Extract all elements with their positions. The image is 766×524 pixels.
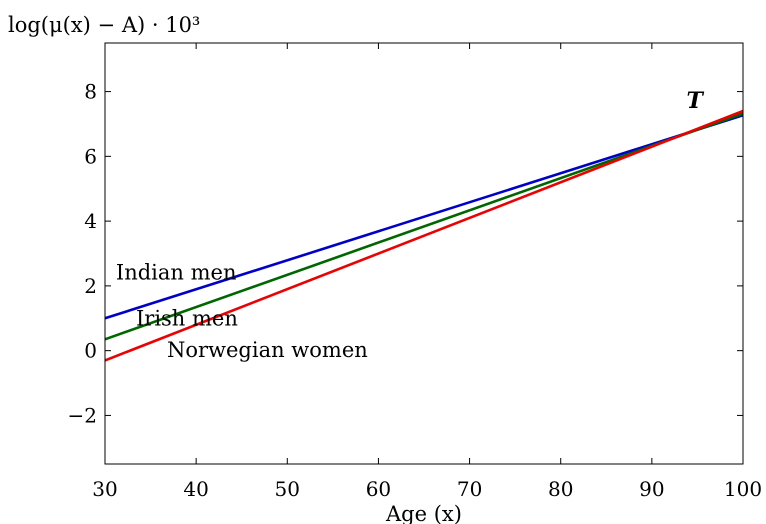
- x-tick-label-2: 50: [275, 477, 300, 501]
- x-axis-label: Age (x): [385, 502, 462, 524]
- x-tick-label-5: 80: [548, 477, 573, 501]
- series-layer: [104, 109, 744, 362]
- annotation-1: Irish men: [136, 306, 238, 330]
- x-tick-label-7: 100: [724, 477, 762, 501]
- annotation-3: T: [686, 88, 704, 114]
- y-tick-label-5: 8: [84, 80, 97, 104]
- series-line-2: [104, 109, 744, 362]
- x-tick-label-1: 40: [183, 477, 208, 501]
- chart-title: log(μ(x) − A) · 10³: [8, 13, 200, 37]
- y-tick-label-0: −2: [68, 403, 97, 427]
- annotation-0: Indian men: [116, 260, 237, 284]
- annotation-2: Norwegian women: [167, 338, 368, 362]
- series-line-0: [104, 113, 744, 320]
- x-tick-label-4: 70: [457, 477, 482, 501]
- y-tick-label-1: 0: [84, 339, 97, 363]
- annotations-layer: Indian men Irish men Norwegian women T: [116, 88, 705, 362]
- ticks-layer: 30 40 50 60 70 80 90 100 −2 0 2 4 6 8: [68, 43, 762, 501]
- y-tick-label-4: 6: [84, 144, 97, 168]
- x-tick-label-6: 90: [639, 477, 664, 501]
- x-tick-label-0: 30: [92, 477, 117, 501]
- plot-frame: [104, 42, 744, 465]
- y-tick-label-3: 4: [84, 209, 97, 233]
- x-tick-label-3: 60: [366, 477, 391, 501]
- y-tick-label-2: 2: [84, 274, 97, 298]
